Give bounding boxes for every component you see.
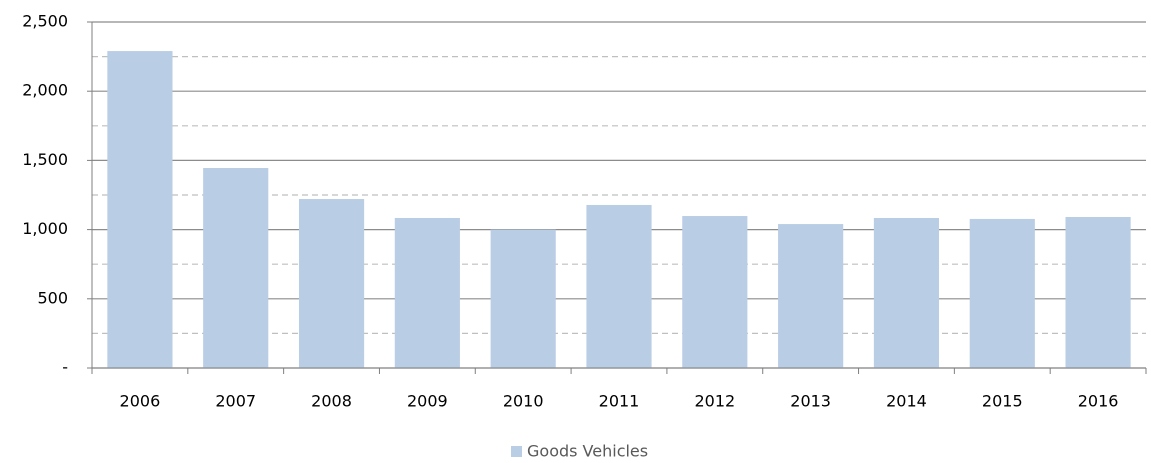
y-tick-label: 500 xyxy=(37,288,68,307)
x-tick-label: 2013 xyxy=(790,392,831,411)
bar xyxy=(203,168,269,368)
x-tick-label: 2007 xyxy=(215,392,256,411)
x-tick-label: 2008 xyxy=(311,392,352,411)
y-tick-label: 2,000 xyxy=(22,81,68,100)
bar xyxy=(873,217,940,368)
y-tick-label: 1,500 xyxy=(22,150,68,169)
x-tick-label: 2016 xyxy=(1078,392,1119,411)
x-tick-label: 2012 xyxy=(694,392,735,411)
bar xyxy=(586,204,652,368)
bar xyxy=(682,216,748,368)
legend-swatch xyxy=(511,446,522,457)
x-tick-label: 2014 xyxy=(886,392,927,411)
bar xyxy=(298,199,365,368)
bar xyxy=(490,229,556,368)
bar xyxy=(394,217,460,368)
x-tick-label: 2015 xyxy=(982,392,1023,411)
y-tick-label: 1,000 xyxy=(22,219,68,238)
y-tick-label: 2,500 xyxy=(22,12,68,31)
x-tick-label: 2011 xyxy=(599,392,640,411)
bar xyxy=(107,51,173,369)
x-tick-label: 2010 xyxy=(503,392,544,411)
bar xyxy=(778,224,844,368)
bar xyxy=(1065,217,1131,368)
x-tick-label: 2009 xyxy=(407,392,448,411)
legend-label: Goods Vehicles xyxy=(527,442,648,461)
bar xyxy=(969,218,1035,368)
y-tick-label: - xyxy=(62,358,68,377)
x-tick-label: 2006 xyxy=(120,392,161,411)
